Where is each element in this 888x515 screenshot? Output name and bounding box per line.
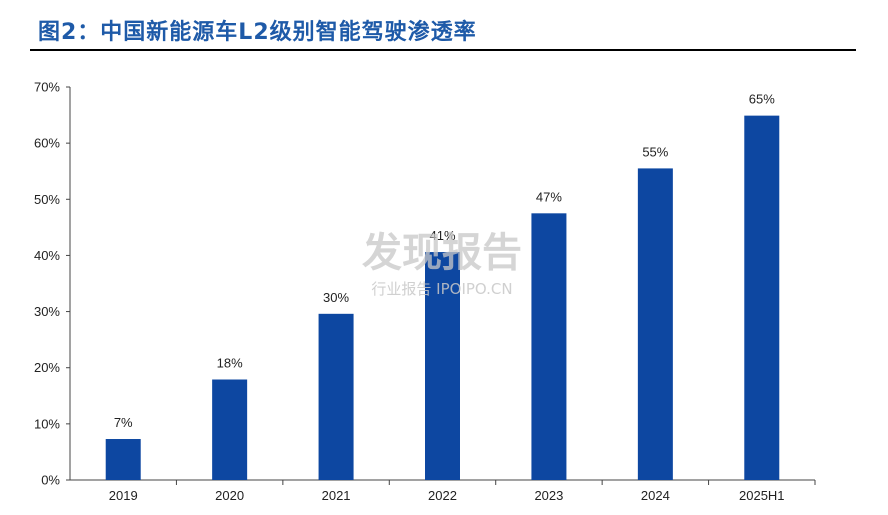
y-tick-label: 70% <box>34 80 60 95</box>
bar-2025H1 <box>744 115 780 480</box>
x-tick-label-2019: 2019 <box>109 488 138 503</box>
watermark-brand: 发现报告 <box>362 230 522 276</box>
data-label-2025H1: 65% <box>749 92 775 107</box>
axes: 0% 10% 20% 30% 40% 50% 60% 70% 2019 2020 2021 2022 2… <box>34 80 816 503</box>
y-tick-label: 50% <box>34 192 60 207</box>
bar-2023 <box>531 213 567 481</box>
x-tick-label-2025H1: 2025H1 <box>739 488 785 503</box>
data-label-2023: 47% <box>536 189 562 204</box>
bars <box>105 115 780 481</box>
data-label-2019: 7% <box>114 415 133 430</box>
bar-2021 <box>318 313 354 480</box>
chart-title: 图2：中国新能源车L2级别智能驾驶渗透率 <box>38 20 477 45</box>
bar-2020 <box>212 379 248 480</box>
y-tick-label: 20% <box>34 360 60 375</box>
watermark-subtitle: 行业报告 IPOIPO.CN <box>371 280 512 298</box>
data-label-2020: 18% <box>217 356 243 371</box>
title-divider <box>30 49 856 51</box>
y-tick-label: 40% <box>34 248 60 263</box>
data-label-2024: 55% <box>642 144 668 159</box>
x-tick-label-2021: 2021 <box>322 488 351 503</box>
x-tick-label-2024: 2024 <box>641 488 670 503</box>
data-label-2022: 41% <box>429 228 455 243</box>
y-tick-label: 0% <box>41 473 60 488</box>
bar-2022 <box>425 252 460 480</box>
bar-2019 <box>105 439 141 480</box>
data-label-2021: 30% <box>323 290 349 305</box>
y-tick-label: 30% <box>34 304 60 319</box>
x-tick-label-2023: 2023 <box>534 488 563 503</box>
x-tick-label-2020: 2020 <box>215 488 244 503</box>
y-tick-label: 60% <box>34 136 60 151</box>
y-tick-label: 10% <box>34 416 60 431</box>
x-tick-label-2022: 2022 <box>428 488 457 503</box>
bar-2024 <box>637 168 673 480</box>
data-labels: 7% 18% 30% 41% 47% 55% 65% <box>114 92 775 430</box>
watermark: 发现报告 行业报告 IPOIPO.CN <box>362 230 522 298</box>
